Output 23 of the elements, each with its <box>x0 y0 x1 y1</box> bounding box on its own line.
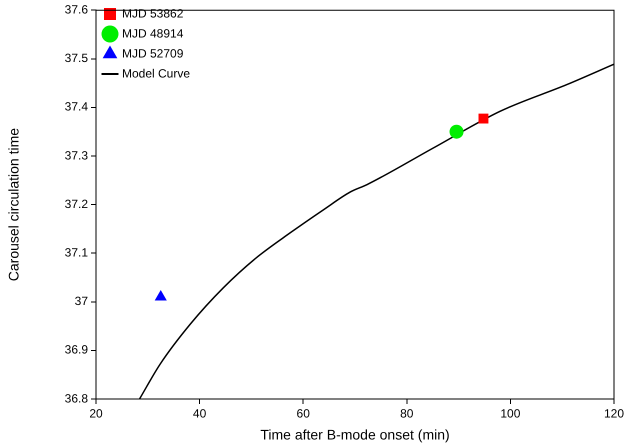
y-tick-label: 37.3 <box>64 148 88 162</box>
point <box>450 124 464 139</box>
x-axis-title: Time after B-mode onset (min) <box>260 426 450 442</box>
x-tick-label: 120 <box>604 406 624 421</box>
y-tick-label: 37.2 <box>64 196 88 211</box>
point <box>154 290 167 300</box>
y-axis-title: Carousel circulation time <box>5 128 22 282</box>
y-tick-label: 37.1 <box>64 246 88 260</box>
x-tick-label: 80 <box>400 406 414 421</box>
point <box>478 114 488 124</box>
x-tick-label: 100 <box>500 406 521 421</box>
y-tick-label: 37.5 <box>64 51 88 66</box>
y-tick-label: 37 <box>74 294 88 308</box>
y-tick-label: 36.9 <box>64 342 88 357</box>
x-tick-label: 40 <box>192 406 207 421</box>
y-tick-label: 37.6 <box>64 2 88 17</box>
x-tick-label: 60 <box>296 406 310 421</box>
x-tick-label: 20 <box>89 406 103 421</box>
y-tick-label: 36.8 <box>64 391 88 406</box>
y-tick-label: 37.4 <box>64 100 88 114</box>
legend-label: Model Curve <box>122 66 190 80</box>
legend-label: MJD 52709 <box>122 46 184 60</box>
legend-label: MJD 48914 <box>122 26 184 40</box>
